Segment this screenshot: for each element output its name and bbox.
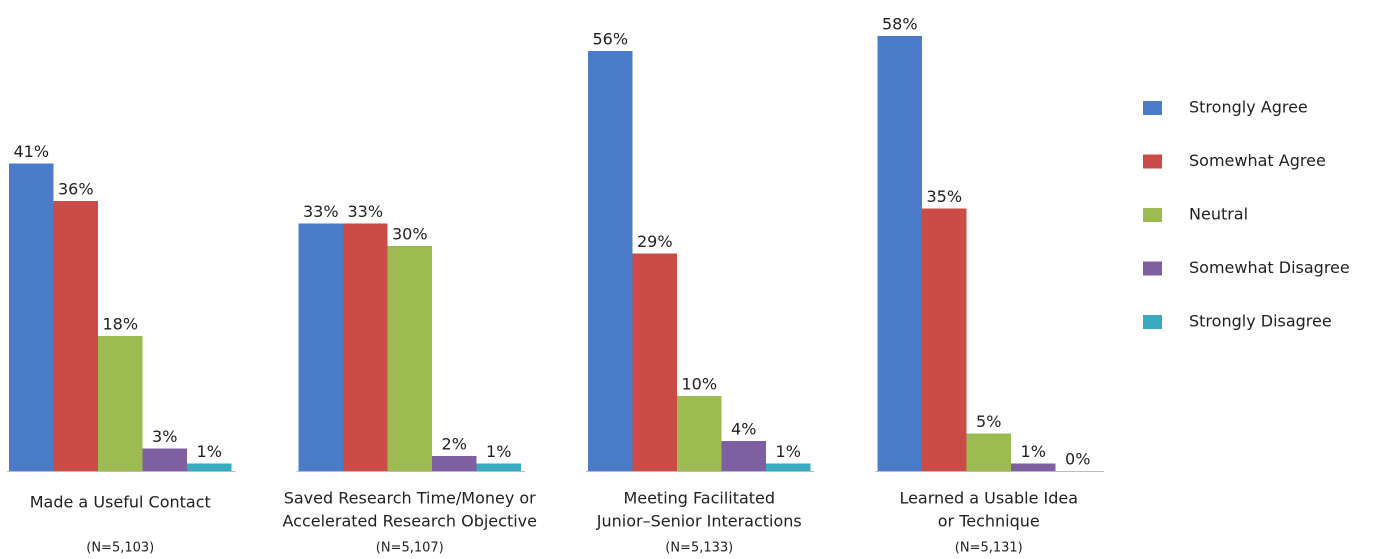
bar — [142, 448, 187, 471]
sample-size: (N=5,103) — [86, 541, 154, 556]
category-label: Made a Useful Contact — [30, 493, 211, 512]
legend-swatch — [1143, 261, 1162, 276]
value-label: 1% — [1021, 442, 1046, 461]
value-label: 33% — [303, 202, 339, 221]
value-label: 30% — [392, 225, 428, 244]
bar — [877, 36, 922, 471]
category-label: Junior–Senior Interactions — [596, 512, 802, 531]
legend-swatch — [1143, 315, 1162, 329]
value-label: 35% — [926, 187, 962, 206]
bar — [387, 246, 432, 471]
category-label: Accelerated Research Objective — [283, 512, 537, 531]
value-label: 2% — [442, 435, 467, 454]
value-label: 33% — [347, 202, 383, 221]
legend-swatch — [1143, 154, 1162, 169]
bar — [187, 463, 232, 471]
value-label: 56% — [592, 30, 628, 49]
value-label: 10% — [681, 375, 717, 394]
legend-swatch — [1143, 101, 1162, 115]
value-label: 1% — [197, 442, 222, 461]
value-label: 1% — [486, 442, 511, 461]
value-label: 4% — [731, 420, 756, 439]
legend-label: Somewhat Disagree — [1189, 258, 1350, 277]
value-label: 1% — [776, 442, 801, 461]
bar — [476, 463, 521, 471]
category-label: Saved Research Time/Money or — [284, 489, 536, 508]
sample-size: (N=5,131) — [955, 541, 1023, 556]
bar — [721, 441, 766, 471]
bar — [298, 223, 343, 471]
bar — [98, 336, 143, 471]
legend-label: Somewhat Agree — [1189, 151, 1326, 170]
value-label: 58% — [882, 15, 918, 34]
bar — [1011, 463, 1056, 471]
bar — [343, 223, 388, 471]
value-label: 5% — [976, 412, 1001, 431]
bar — [766, 463, 811, 471]
bar — [9, 163, 54, 471]
category-label: Meeting Facilitated — [623, 489, 775, 508]
bar — [432, 456, 477, 471]
legend-label: Strongly Agree — [1189, 98, 1308, 117]
sample-size: (N=5,133) — [665, 541, 733, 556]
bar — [677, 396, 722, 471]
bar — [922, 208, 967, 471]
value-label: 3% — [152, 427, 177, 446]
bar — [632, 253, 677, 471]
bar — [966, 433, 1011, 471]
value-label: 18% — [102, 315, 138, 334]
category-label: Learned a Usable Idea — [899, 489, 1078, 508]
value-label: 36% — [58, 180, 94, 199]
bar — [588, 51, 633, 471]
bar — [53, 201, 98, 471]
legend-swatch — [1143, 208, 1162, 222]
value-label: 41% — [13, 142, 49, 161]
sample-size: (N=5,107) — [376, 541, 444, 556]
value-label: 29% — [637, 232, 673, 251]
legend-label: Neutral — [1189, 205, 1248, 224]
legend-label: Strongly Disagree — [1189, 312, 1332, 331]
value-label: 0% — [1065, 450, 1090, 469]
category-label: or Technique — [938, 512, 1040, 531]
